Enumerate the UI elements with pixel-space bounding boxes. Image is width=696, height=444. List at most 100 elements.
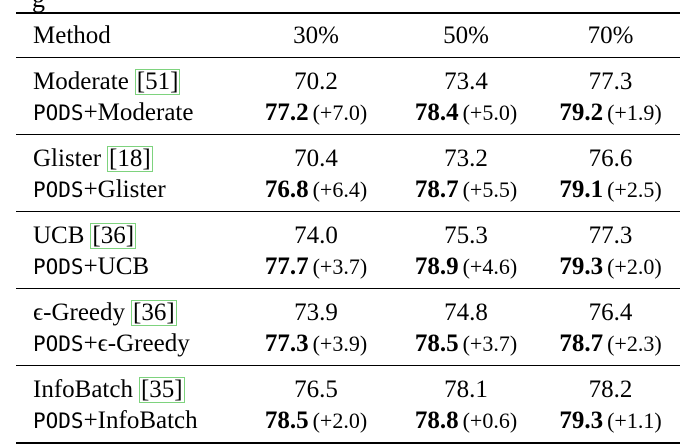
value-cell: 77.3 [588,67,633,95]
table-row: PODS+UCB 77.7 (+3.7) 78.9 (+4.6) 79.3 (+2.0) [16,251,680,289]
cropped-caption-fragment: g [32,0,45,12]
gain-value: (+1.1) [607,408,662,433]
pods-prefix: PODS [33,331,84,356]
pods-prefix: PODS [33,408,84,433]
method-name: UCB [33,221,85,249]
best-value: 78.5 [414,330,459,357]
pods-method-suffix: +InfoBatch [83,406,198,434]
pods-method-name-cell: PODS+Moderate [16,97,241,135]
value-cell: 79.1 (+2.5) [541,174,680,212]
column-header-method: Method [33,22,111,50]
value-cell: 78.5 (+3.7) [391,328,541,366]
best-value: 78.4 [414,99,459,126]
gain-value: (+2.3) [607,331,662,356]
pods-method-suffix: +UCB [83,252,150,280]
best-value: 78.7 [414,176,459,203]
gain-value: (+4.6) [462,254,518,279]
citation-link[interactable]: [35] [138,375,185,403]
gain-value: (+2.0) [312,408,368,433]
pods-method-name-cell: PODS+InfoBatch [16,405,241,443]
gain-value: (+1.9) [607,100,662,125]
value-cell: 78.2 [588,375,633,403]
results-table: Method 30% 50% 70% Moderate [51] 70.2 73.4 7… [16,12,680,444]
citation-link[interactable]: [36] [131,298,177,326]
table-row: PODS+ϵ-Greedy 77.3 (+3.9) 78.5 (+3.7) 78.7 (+2… [16,328,680,366]
method-name: Glister [33,144,102,172]
value-cell: 79.2 (+1.9) [541,97,680,135]
best-value: 79.3 [559,253,604,280]
pods-prefix: PODS [33,254,84,279]
table-row: PODS+InfoBatch 78.5 (+2.0) 78.8 (+0.6) 79.3 (+… [16,405,680,443]
value-cell: 76.8 (+6.4) [241,174,391,212]
best-value: 78.7 [559,330,604,357]
method-name: Moderate [33,67,129,95]
method-name: InfoBatch [33,375,133,403]
method-name-cell: ϵ-Greedy [36] [16,288,241,328]
pods-method-suffix: +Moderate [83,98,194,126]
value-cell: 78.8 (+0.6) [391,405,541,443]
column-header-30: 30% [293,22,339,50]
pods-method-suffix: +ϵ-Greedy [83,329,190,357]
value-cell: 78.4 (+5.0) [391,97,541,135]
gain-value: (+6.4) [312,177,368,202]
value-cell: 78.1 [444,375,488,403]
value-cell: 76.6 [588,144,633,172]
pods-prefix: PODS [33,100,84,125]
value-cell: 75.3 [444,221,488,249]
citation-link[interactable]: [51] [134,67,181,95]
method-name-cell: InfoBatch [35] [16,365,241,405]
pods-method-suffix: +Glister [83,175,166,203]
best-value: 78.8 [414,407,459,434]
value-cell: 76.5 [294,375,338,403]
best-value: 76.8 [264,176,309,203]
value-cell: 74.0 [294,221,338,249]
method-name-cell: Glister [18] [16,134,241,174]
citation-link[interactable]: [18] [107,144,153,172]
gain-value: (+3.9) [312,331,368,356]
column-header-50: 50% [443,22,489,50]
value-cell: 77.3 [588,221,633,249]
best-value: 77.2 [264,99,309,126]
header-row: Method 30% 50% 70% [16,13,680,57]
gain-value: (+3.7) [312,254,368,279]
value-cell: 74.8 [444,298,488,326]
table-row: InfoBatch [35] 76.5 78.1 78.2 [16,365,680,405]
gain-value: (+3.7) [462,331,518,356]
pods-method-name-cell: PODS+UCB [16,251,241,289]
value-cell: 73.4 [444,67,488,95]
table-row: ϵ-Greedy [36] 73.9 74.8 76.4 [16,288,680,328]
gain-value: (+2.0) [607,254,662,279]
value-cell: 78.9 (+4.6) [391,251,541,289]
best-value: 77.7 [264,253,309,280]
method-name-cell: UCB [36] [16,211,241,251]
value-cell: 77.7 (+3.7) [241,251,391,289]
pods-method-name-cell: PODS+ϵ-Greedy [16,328,241,366]
value-cell: 73.2 [444,144,488,172]
value-cell: 77.2 (+7.0) [241,97,391,135]
gain-value: (+5.5) [462,177,518,202]
best-value: 78.9 [414,253,459,280]
column-header-70: 70% [587,22,634,50]
value-cell: 77.3 (+3.9) [241,328,391,366]
pods-prefix: PODS [33,177,84,202]
value-cell: 70.2 [294,67,338,95]
best-value: 78.5 [264,407,309,434]
method-name: ϵ-Greedy [33,298,126,326]
best-value: 77.3 [264,330,309,357]
value-cell: 79.3 (+1.1) [541,405,680,443]
value-cell: 78.7 (+2.3) [541,328,680,366]
value-cell: 79.3 (+2.0) [541,251,680,289]
table-row: Moderate [51] 70.2 73.4 77.3 [16,57,680,97]
pods-method-name-cell: PODS+Glister [16,174,241,212]
value-cell: 78.5 (+2.0) [241,405,391,443]
value-cell: 78.7 (+5.5) [391,174,541,212]
table-row: UCB [36] 74.0 75.3 77.3 [16,211,680,251]
gain-value: (+7.0) [312,100,368,125]
method-name-cell: Moderate [51] [16,57,241,97]
best-value: 79.3 [559,407,604,434]
value-cell: 73.9 [294,298,338,326]
gain-value: (+0.6) [462,408,518,433]
citation-link[interactable]: [36] [90,221,137,249]
table-row: PODS+Moderate 77.2 (+7.0) 78.4 (+5.0) 79.2 (+1… [16,97,680,135]
value-cell: 76.4 [588,298,633,326]
